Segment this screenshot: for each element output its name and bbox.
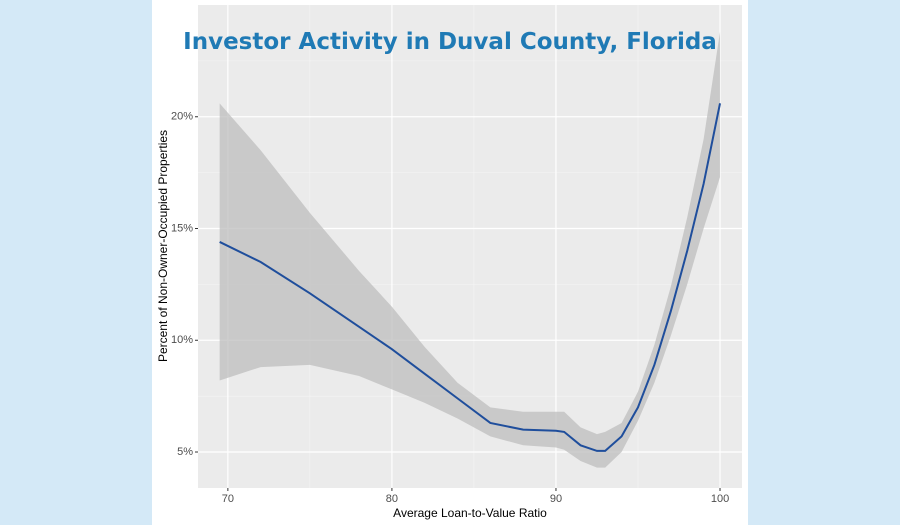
y-axis-title: Percent of Non-Owner-Occupied Properties [156, 130, 170, 362]
y-tick-label: 5% [177, 446, 193, 458]
trend-line [219, 103, 721, 452]
y-tick-label: 10% [171, 334, 193, 346]
x-tick-label: 70 [222, 493, 234, 505]
x-tick-label: 90 [550, 493, 562, 505]
chart-title: Investor Activity in Duval County, Flori… [183, 29, 717, 55]
x-axis-title: Average Loan-to-Value Ratio [393, 506, 547, 520]
confidence-band [219, 31, 721, 468]
x-tick-label: 100 [711, 493, 729, 505]
x-tick-label: 80 [386, 493, 398, 505]
y-tick-label: 15% [171, 222, 193, 234]
y-tick-label: 20% [171, 111, 193, 123]
